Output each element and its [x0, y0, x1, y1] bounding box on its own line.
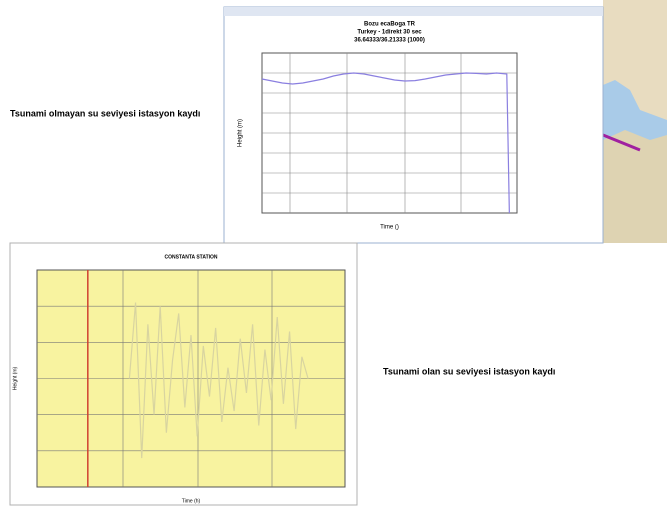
slide: Tsunami olmayan su seviyesi istasyon kay…: [0, 0, 667, 511]
x-axis-label: Time (): [380, 225, 399, 231]
chart-title: Turkey - 1direkt 30 sec: [357, 30, 422, 36]
caption: Tsunami olmayan su seviyesi istasyon kay…: [10, 108, 200, 118]
map: [603, 0, 667, 243]
y-axis-label: Height (m): [238, 119, 244, 147]
x-axis-label: Time (h): [182, 498, 201, 504]
chart-title: 36.64333/36.21333 (1000): [354, 38, 425, 44]
y-axis-label: Height (m): [12, 366, 18, 390]
caption: Tsunami olan su seviyesi istasyon kaydı: [383, 366, 555, 376]
chart-title: Bozu ecaBoga TR: [364, 22, 416, 28]
chart-title: CONSTANTA STATION: [164, 254, 217, 260]
